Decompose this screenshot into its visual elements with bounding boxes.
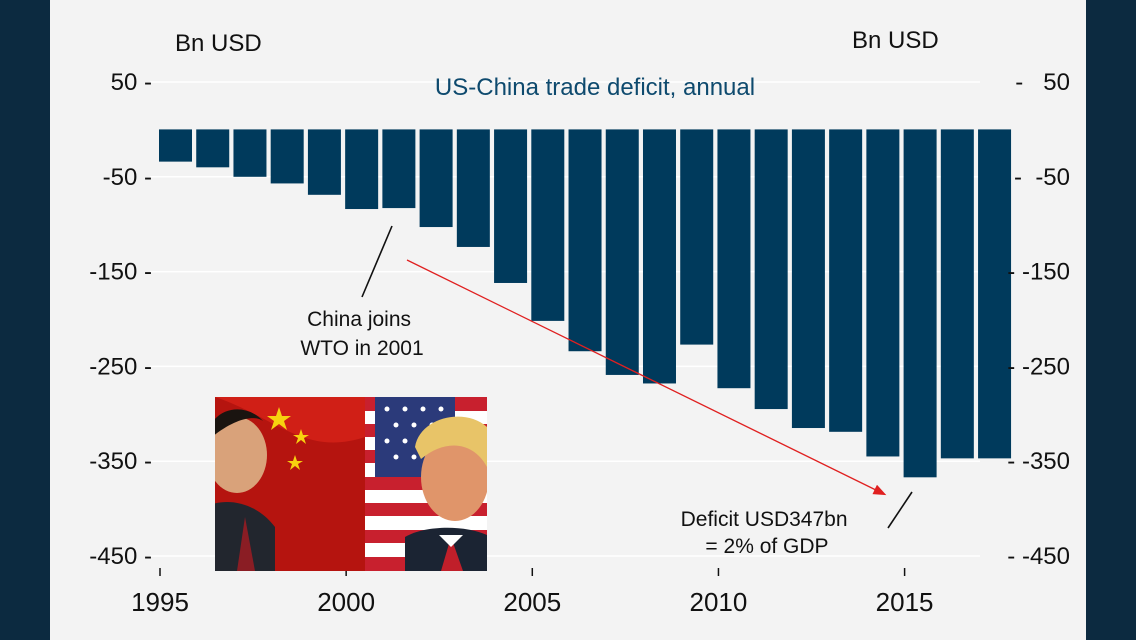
- wto-annotation: China joins WTO in 2001: [300, 308, 423, 360]
- right-axis-label: Bn USD: [852, 27, 939, 54]
- x-tick-label: 2000: [317, 587, 375, 617]
- left-tick-label: -250 -: [89, 353, 152, 380]
- x-axis-ticks: 1995 2000 2005 2010 2015: [131, 568, 934, 617]
- x-tick-label: 2015: [876, 587, 934, 617]
- chart-panel: US-China trade deficit, annual Bn USD Bn…: [50, 0, 1086, 640]
- left-tick-label: 50 -: [111, 69, 152, 96]
- deficit-annotation-line-2: = 2% of GDP: [705, 535, 828, 558]
- bar-1998: [270, 129, 304, 184]
- bar-2010: [717, 129, 751, 389]
- x-tick-label: 1995: [131, 587, 189, 617]
- left-tick-label: -450 -: [89, 543, 152, 570]
- x-tick-label: 2010: [690, 587, 748, 617]
- bar-2001: [382, 129, 416, 209]
- bar-1996: [196, 129, 230, 168]
- bar-2008: [642, 129, 676, 384]
- bar-2013: [829, 129, 863, 432]
- bar-2003: [456, 129, 490, 247]
- right-axis-ticks: - 50 - -50 - -150 - -250 - -350 - -450: [1007, 69, 1070, 570]
- deficit-annotation-line: [887, 491, 913, 529]
- right-tick-label: - 50: [1015, 69, 1070, 96]
- bar-2017: [978, 129, 1012, 459]
- bar-1997: [233, 129, 267, 177]
- bar-2000: [345, 129, 379, 210]
- deficit-annotation: Deficit USD347bn = 2% of GDP: [681, 508, 854, 558]
- trend-arrow: [406, 259, 887, 496]
- left-tick-label: -50 -: [103, 164, 152, 191]
- bar-2012: [791, 129, 825, 429]
- us-china-trade-deficit-chart: US-China trade deficit, annual Bn USD Bn…: [89, 27, 1070, 617]
- us-china-leaders-photo-icon: [215, 397, 487, 571]
- bar-2006: [568, 129, 602, 352]
- left-tick-label: -350 -: [89, 448, 152, 475]
- bar-2014: [866, 129, 900, 457]
- wto-annotation-line: [361, 225, 393, 298]
- bar-2004: [494, 129, 528, 283]
- bar-2005: [531, 129, 565, 321]
- right-tick-label: - -50: [1014, 164, 1070, 191]
- bar-2016: [940, 129, 974, 459]
- bars: [159, 129, 1012, 478]
- bar-2011: [754, 129, 788, 410]
- bar-1999: [307, 129, 341, 195]
- bar-1995: [159, 129, 192, 162]
- chart-title: US-China trade deficit, annual: [435, 74, 755, 101]
- right-tick-label: - -450: [1007, 543, 1070, 570]
- bar-2007: [605, 129, 639, 375]
- bar-2009: [680, 129, 714, 345]
- wto-annotation-line-1: China joins: [307, 308, 411, 331]
- wto-annotation-line-2: WTO in 2001: [300, 337, 423, 360]
- bar-2002: [419, 129, 453, 228]
- left-axis-label: Bn USD: [175, 30, 262, 57]
- x-tick-label: 2005: [503, 587, 561, 617]
- right-tick-label: - -250: [1007, 353, 1070, 380]
- right-tick-label: - -350: [1007, 448, 1070, 475]
- deficit-annotation-line-1: Deficit USD347bn: [681, 508, 848, 531]
- left-axis-ticks: 50 - -50 - -150 - -250 - -350 - -450 -: [89, 69, 152, 570]
- right-tick-label: - -150: [1007, 259, 1070, 286]
- left-tick-label: -150 -: [89, 259, 152, 286]
- bar-2015: [903, 129, 937, 478]
